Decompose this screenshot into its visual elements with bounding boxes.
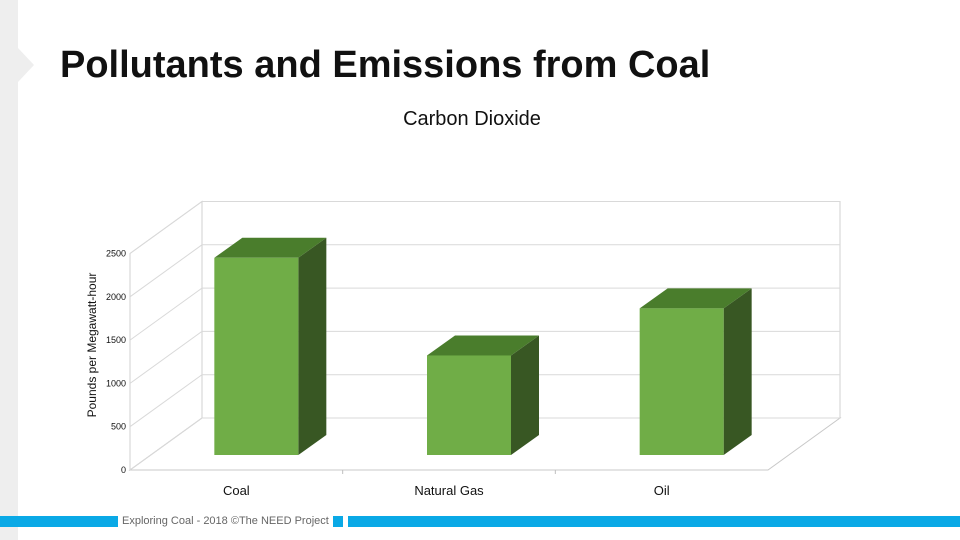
footer-bar-right [348,516,960,527]
y-tick-label: 2500 [106,249,126,259]
x-category-label: Natural Gas [414,483,484,498]
bar-side-coal [298,237,327,455]
gridline [129,330,840,384]
gridline [129,417,840,471]
bar-natural-gas [427,355,511,455]
gridline [129,287,840,341]
y-tick-label: 1500 [106,335,126,345]
y-tick-label: 2000 [106,292,126,302]
bar-side-oil [723,288,752,455]
x-category-label: Coal [223,483,250,498]
gridline [129,201,840,254]
bar-oil [639,308,724,455]
gridline [129,244,840,298]
gridline [129,374,840,428]
left-accent-strip [0,0,18,540]
title-arrow-shape [18,48,34,82]
bar-top-coal [214,237,327,258]
footer-text: Exploring Coal - 2018 ©The NEED Project [118,513,333,529]
y-tick-label: 500 [111,422,126,432]
slide-title: Pollutants and Emissions from Coal [60,44,711,86]
bar-top-natural-gas [427,335,539,356]
bar-coal [214,257,299,455]
chart-side-wall [129,200,203,471]
chart-title: Carbon Dioxide [403,108,541,130]
x-category-label: Oil [654,483,670,498]
y-tick-label: 1000 [106,378,126,388]
bar-top-oil [639,288,752,309]
y-tick-label: 0 [121,465,126,475]
bar-side-natural-gas [511,335,539,455]
